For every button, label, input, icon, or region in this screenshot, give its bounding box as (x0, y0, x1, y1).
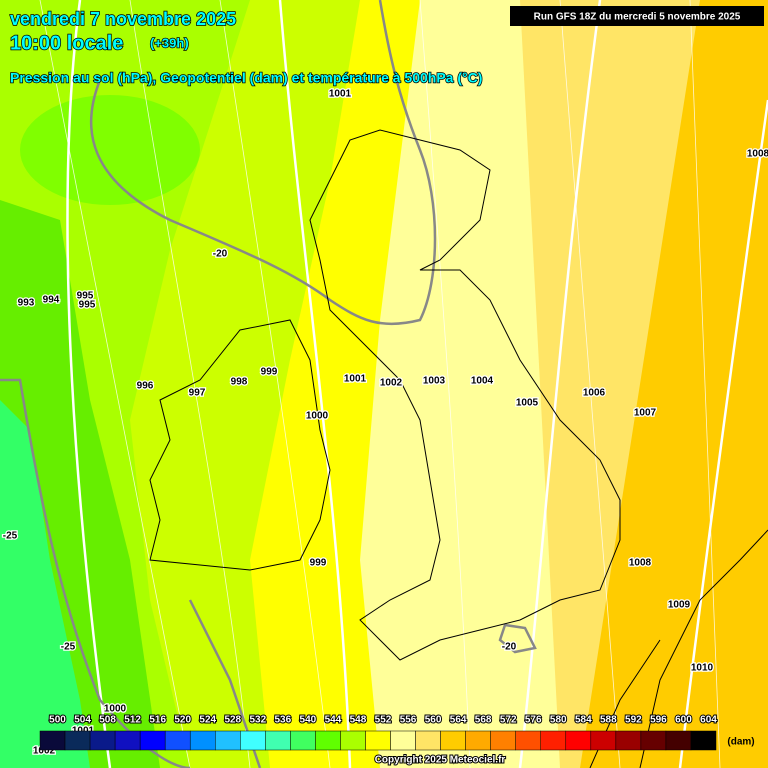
legend-label: 520 (174, 715, 191, 726)
legend-label: 560 (425, 715, 442, 726)
legend-swatch (690, 730, 717, 751)
temperature-lines (0, 0, 537, 768)
pressure-label: 994 (43, 295, 60, 306)
pressure-label: 1009 (668, 600, 691, 611)
legend-swatch (64, 730, 91, 751)
legend-label: 532 (249, 715, 266, 726)
legend-label: 564 (450, 715, 467, 726)
legend-swatch (390, 730, 416, 751)
pressure-label: 1006 (583, 388, 606, 399)
legend-unit: (dam) (727, 737, 754, 748)
legend-swatch (240, 730, 266, 751)
legend-swatch (540, 730, 567, 751)
legend-label: 528 (224, 715, 241, 726)
pressure-label: 995 (77, 291, 94, 302)
legend-label: 524 (199, 715, 216, 726)
pressure-label: 1002 (380, 378, 403, 389)
legend-swatch (89, 730, 116, 751)
legend-label: 600 (675, 715, 692, 726)
pressure-label: 995 (79, 300, 96, 311)
legend-swatch (615, 730, 642, 751)
legend-swatch (139, 730, 166, 751)
pressure-label: 1001 (344, 374, 367, 385)
legend-swatch (490, 730, 516, 751)
legend-label: 592 (625, 715, 642, 726)
pressure-label: 997 (189, 388, 206, 399)
legend-label: 516 (149, 715, 166, 726)
pressure-label: 1000 (306, 411, 329, 422)
pressure-label: 996 (137, 381, 154, 392)
pressure-label: 1008 (747, 149, 768, 160)
subtitle: Pression au sol (hPa), Geopotentiel (dam… (10, 70, 482, 86)
copyright: Copyright 2025 Meteociel.fr (375, 755, 506, 766)
legend-label: 576 (525, 715, 542, 726)
pressure-label: 1003 (423, 376, 446, 387)
pressure-label: 1000 (104, 704, 127, 715)
legend-swatch (164, 730, 191, 751)
legend-swatch (415, 730, 441, 751)
legend-swatch (215, 730, 241, 751)
legend-label: 596 (650, 715, 667, 726)
pressure-label: 1010 (691, 663, 714, 674)
legend-swatch (340, 730, 366, 751)
pressure-label: 1004 (471, 376, 494, 387)
legend-label: 508 (99, 715, 116, 726)
forecast-time: 10:00 locale (10, 32, 123, 54)
temperature-label: -20 (213, 249, 228, 260)
legend-label: 580 (550, 715, 567, 726)
pressure-label: 993 (18, 298, 35, 309)
legend-swatch (665, 730, 692, 751)
legend-label: 604 (700, 715, 717, 726)
legend-label: 584 (575, 715, 592, 726)
legend-label: 572 (500, 715, 517, 726)
legend-swatch (365, 730, 391, 751)
temperature-label: -25 (3, 531, 18, 542)
legend-label: 552 (375, 715, 392, 726)
pressure-label: 1007 (634, 408, 657, 419)
lead-time: (+39h) (150, 35, 189, 50)
legend-swatch (114, 730, 141, 751)
legend-label: 512 (124, 715, 141, 726)
header: vendredi 7 novembre 2025 10:00 locale (+… (9, 6, 764, 86)
legend-label: 556 (400, 715, 417, 726)
legend-swatch (465, 730, 491, 751)
legend-swatch (39, 730, 66, 751)
temperature-label: -20 (502, 642, 517, 653)
legend-swatch (590, 730, 617, 751)
run-box (510, 6, 764, 26)
legend-label: 500 (49, 715, 66, 726)
temperature-label: -25 (61, 642, 76, 653)
legend-swatch (265, 730, 291, 751)
legend-label: 544 (325, 715, 342, 726)
legend-swatch (565, 730, 592, 751)
pressure-label: 1005 (516, 398, 539, 409)
legend-label: 504 (74, 715, 91, 726)
legend-swatch (315, 730, 341, 751)
legend-label: 568 (475, 715, 492, 726)
forecast-date: vendredi 7 novembre 2025 (10, 9, 236, 29)
legend-label: 548 (350, 715, 367, 726)
legend-swatch (640, 730, 667, 751)
legend: (dam) Copyright 2025 Meteociel.fr 500 504… (39, 714, 755, 767)
run-info: Run GFS 18Z du mercredi 5 novembre 2025 (534, 12, 741, 23)
legend-swatch (440, 730, 466, 751)
pressure-label: 1008 (629, 558, 652, 569)
legend-label: 588 (600, 715, 617, 726)
pressure-label: 999 (261, 367, 278, 378)
pressure-label: 1001 (329, 89, 352, 100)
legend-label: 540 (300, 715, 317, 726)
legend-swatch (189, 730, 216, 751)
pressure-label: 999 (310, 558, 327, 569)
legend-label: 536 (275, 715, 292, 726)
legend-swatch (290, 730, 316, 751)
pressure-label: 998 (231, 377, 248, 388)
geopotential-lines (66, 0, 768, 768)
legend-swatch (515, 730, 541, 751)
